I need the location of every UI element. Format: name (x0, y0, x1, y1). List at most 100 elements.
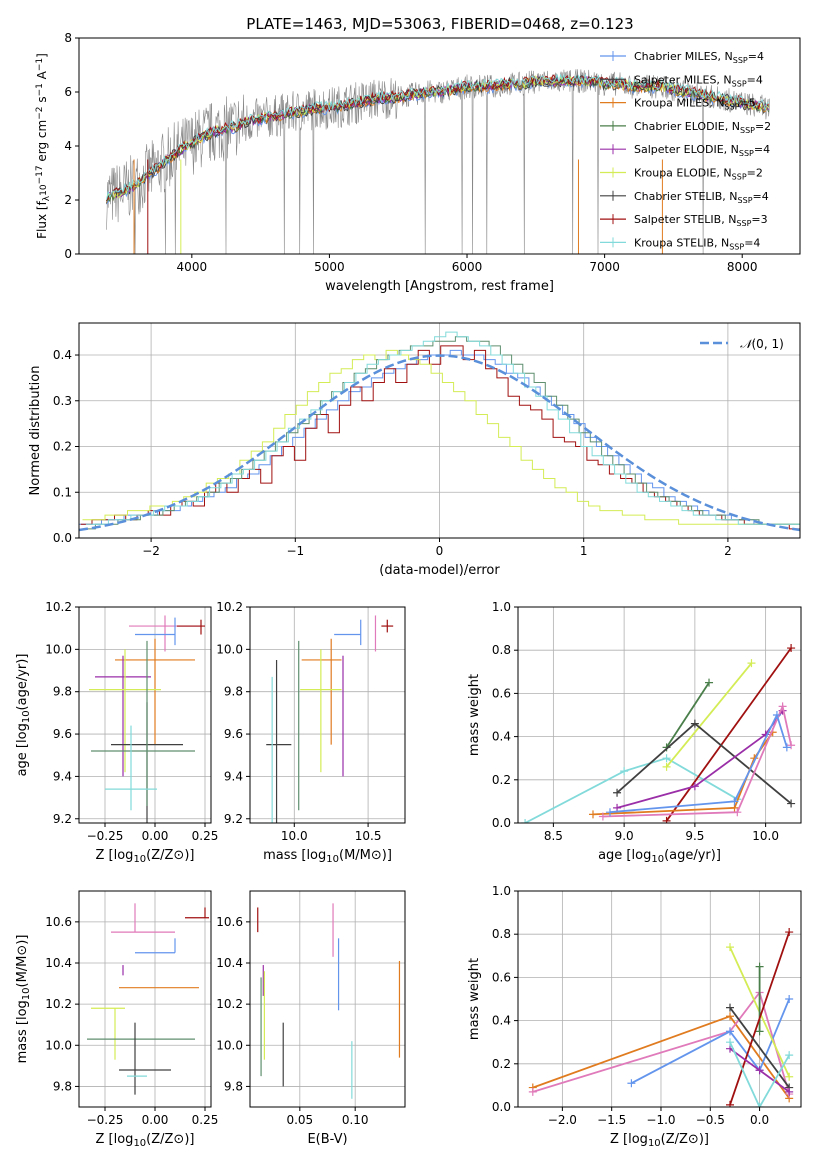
plot-area-mass_weight_vs_age (521, 644, 796, 823)
legend-label: Chabrier MILES, NSSP=4 (634, 50, 764, 65)
y-axis-label-tail: (M/M⊙)] (15, 935, 30, 988)
x-axis-label-sub: 10 (133, 854, 146, 865)
mass-weight-marker (755, 1066, 764, 1075)
x-tick-label: 0.00 (142, 1113, 169, 1127)
mass-weight-marker (787, 741, 796, 750)
x-tick-label: 10.0 (752, 829, 779, 843)
legend-label-tail: =3 (751, 213, 767, 226)
legend-label-tail: =4 (748, 50, 764, 63)
x-tick-label: 1 (580, 544, 588, 558)
y-axis-label-part: ] (35, 53, 49, 58)
x-tick-label: 5000 (314, 260, 345, 274)
axes-frame (249, 606, 406, 824)
y-tick-label: 0.8 (492, 927, 511, 941)
model-spectrum-line (106, 74, 769, 201)
mass-weight-marker (690, 719, 699, 728)
legend-label-sub: SSP (738, 196, 753, 205)
y-tick-label: 4 (64, 139, 72, 153)
mass-weight-marker (726, 1027, 735, 1036)
y-tick-label: 9.6 (224, 727, 243, 741)
x-tick-label: 4000 (177, 260, 208, 274)
x-tick-label: 10.5 (355, 829, 382, 843)
y-tick-label: 9.2 (53, 812, 72, 826)
x-axis-label-sub: 10 (651, 854, 664, 865)
mass-weight-marker (787, 799, 796, 808)
x-axis-label: Z [log10(Z/Z⊙)] (610, 1132, 709, 1149)
histogram-step-line (82, 349, 800, 525)
x-tick-label: 0.05 (286, 1113, 313, 1127)
legend-label-tail: =2 (755, 120, 771, 133)
x-axis-label-tail: (Z/Z⊙)] (661, 1132, 709, 1147)
y-tick-label: 0.6 (492, 970, 511, 984)
x-tick-label: 0.10 (342, 1113, 369, 1127)
axes-frame (517, 890, 802, 1108)
mass-weight-marker (726, 1003, 735, 1012)
legend-label-sub: SSP (724, 103, 739, 112)
legend-label-main: Salpeter ELODIE, N (634, 143, 739, 156)
y-axis-label-part: Flux [f (35, 200, 49, 238)
mass-weight-marker (726, 1012, 735, 1021)
y-tick-label: 8 (64, 31, 72, 45)
histogram-step-line (79, 349, 799, 525)
mass-weight-line (729, 931, 791, 1106)
mass-weight-marker (730, 797, 739, 806)
legend-label-sub: SSP (739, 149, 754, 158)
mass-weight-line (524, 757, 738, 823)
x-tick-label: −0.25 (87, 1113, 124, 1127)
x-tick-label: 8000 (727, 260, 758, 274)
axes-frame (78, 890, 212, 1108)
y-tick-label: 0.4 (492, 1014, 511, 1028)
panel-spectrum: 4000 5000 6000 7000 8000 0 2 4 6 8 wavelength [Ang… (35, 31, 801, 294)
legend-label: Chabrier STELIB, NSSP=4 (634, 190, 769, 205)
y-tick-label: 1.0 (492, 600, 511, 614)
mass-weight-marker (755, 1027, 764, 1036)
x-tick-label: 2 (724, 544, 732, 558)
x-axis-label-tail: (age/yr)] (664, 848, 721, 863)
legend-label-script: 𝒩 (740, 337, 755, 351)
legend-label-main: Chabrier STELIB, N (634, 190, 738, 203)
y-tick-label: 0.3 (53, 394, 72, 408)
y-tick-label: 9.4 (53, 769, 72, 783)
y-axis-label: Flux [fλ10−17 erg cm−2 s−1 A−1] (35, 53, 52, 239)
mass-weight-line (665, 662, 753, 768)
legend-label: Kroupa ELODIE, NSSP=2 (634, 167, 763, 182)
mass-weight-marker (662, 754, 671, 763)
mass-weight-line (630, 998, 791, 1084)
figure-title: PLATE=1463, MJD=53063, FIBERID=0468, z=0… (246, 15, 633, 33)
y-tick-label: 0.4 (492, 730, 511, 744)
legend-label-tail: =4 (744, 236, 760, 249)
mass-weight-marker (605, 808, 614, 817)
plot-area-age_vs_Z (89, 615, 205, 823)
legend-label-sub: SSP (732, 173, 747, 182)
mass-weight-marker (662, 762, 671, 771)
x-axis-label-main: mass [log (263, 848, 326, 863)
x-tick-label: 0 (436, 544, 444, 558)
mass-weight-marker (785, 1072, 794, 1081)
legend-label-tail: =4 (753, 190, 769, 203)
mass-weight-marker (726, 943, 735, 952)
mass-weight-marker (772, 711, 781, 719)
x-axis-label-tail: (Z/Z⊙)] (146, 1132, 194, 1147)
axes-frame (78, 322, 801, 539)
y-tick-label: 0.2 (492, 773, 511, 787)
x-tick-label: −0.5 (696, 1113, 725, 1127)
panel-mass_weight_vs_age: 8.5 9.0 9.5 10.0 0.0 0.2 0.4 0.6 0.8 1.0 age [log1… (467, 600, 802, 865)
y-axis-label: Normed distribution (28, 366, 43, 496)
mass-weight-marker (785, 1051, 794, 1060)
y-axis-label-part: 10 (39, 184, 49, 196)
x-tick-label: 8.5 (544, 829, 563, 843)
x-axis-label: Z [log10(Z/Z⊙)] (96, 1132, 195, 1149)
mass-weight-marker (755, 962, 764, 971)
x-tick-label: 0.00 (142, 829, 169, 843)
x-axis-label: E(B-V) (307, 1132, 347, 1147)
y-axis-label-part: erg cm (35, 120, 49, 166)
mass-weight-marker (598, 812, 607, 821)
mass-weight-marker (521, 819, 530, 823)
y-axis-label-part: λ (42, 195, 52, 201)
mass-weight-marker (755, 1103, 764, 1107)
x-axis-label-tail: (M/M⊙)] (339, 848, 392, 863)
legend-label: Kroupa MILES, NSSP=5 (634, 97, 756, 112)
mass-weight-line (729, 1041, 790, 1107)
x-tick-label: −1.0 (646, 1113, 675, 1127)
